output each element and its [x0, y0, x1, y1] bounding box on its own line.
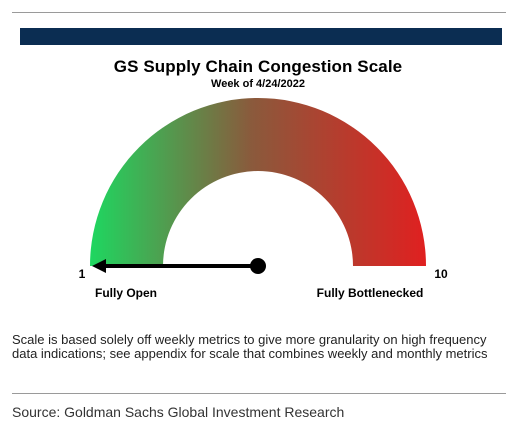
top-divider	[12, 12, 506, 13]
gauge-min-caption: Fully Open	[95, 286, 157, 300]
header-banner	[20, 28, 502, 45]
gauge-max-label: 10	[434, 267, 448, 281]
gauge-needle-arrowhead	[92, 259, 106, 273]
gauge-max-caption: Fully Bottlenecked	[317, 286, 424, 300]
chart-subtitle: Week of 4/24/2022	[211, 78, 305, 90]
gauge-needle-hub	[250, 258, 266, 274]
gauge-arc	[90, 98, 426, 266]
gauge-chart: 1 10 Fully Open Fully Bottlenecked	[79, 98, 448, 300]
gauge-min-label: 1	[79, 267, 86, 281]
source-line: Source: Goldman Sachs Global Investment …	[12, 404, 345, 420]
bottom-divider	[12, 393, 506, 394]
methodology-note: Scale is based solely off weekly metrics…	[12, 332, 488, 361]
chart-title: GS Supply Chain Congestion Scale	[113, 57, 403, 76]
